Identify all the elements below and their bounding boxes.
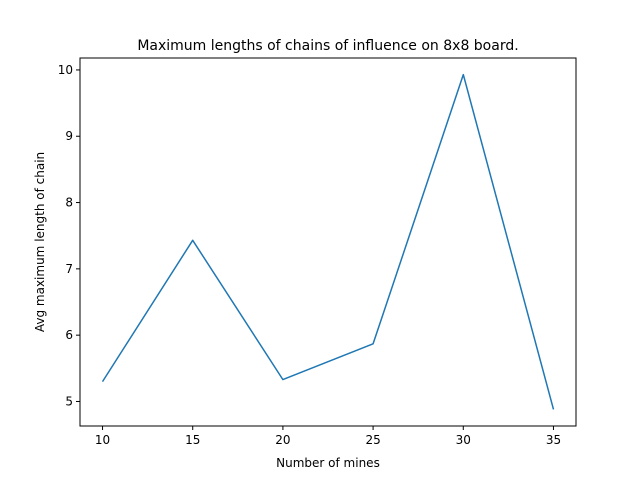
x-tick-label: 10 bbox=[95, 433, 110, 447]
y-tick-label: 9 bbox=[65, 129, 73, 143]
x-tick-label: 20 bbox=[275, 433, 290, 447]
series-line bbox=[101, 73, 555, 410]
y-tick-label: 5 bbox=[65, 394, 73, 408]
x-tick-label: 25 bbox=[365, 433, 380, 447]
x-axis-label: Number of mines bbox=[276, 456, 380, 470]
y-tick-label: 6 bbox=[65, 328, 73, 342]
y-tick-label: 10 bbox=[58, 63, 73, 77]
x-tick-label: 30 bbox=[456, 433, 471, 447]
x-tick-label: 35 bbox=[546, 433, 561, 447]
x-tick-label: 15 bbox=[185, 433, 200, 447]
y-tick-label: 7 bbox=[65, 262, 73, 276]
plot-area bbox=[79, 57, 577, 427]
y-tick-label: 8 bbox=[65, 196, 73, 210]
y-axis: 5 6 7 8 9 10 bbox=[58, 63, 80, 408]
x-axis: 10 15 20 25 30 35 bbox=[95, 426, 561, 447]
chart-title: Maximum lengths of chains of influence o… bbox=[137, 38, 518, 54]
y-axis-label: Avg maximum length of chain bbox=[33, 152, 47, 332]
